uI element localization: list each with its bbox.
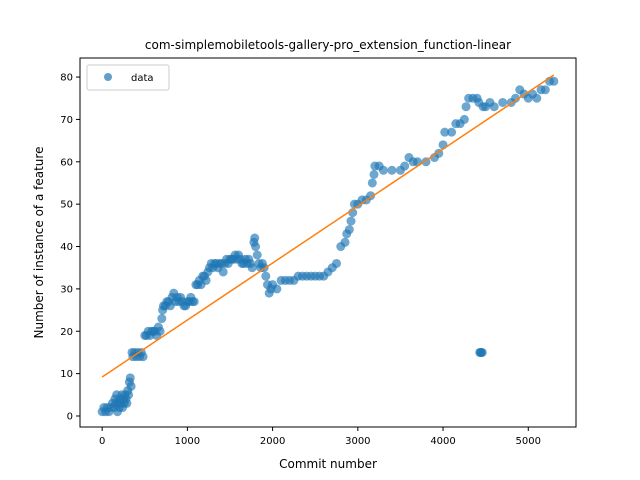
y-axis-label: Number of instance of a feature bbox=[32, 147, 46, 339]
data-point bbox=[189, 297, 199, 307]
y-tick-label: 40 bbox=[60, 242, 73, 253]
x-tick-label: 1000 bbox=[175, 436, 200, 447]
y-tick-label: 10 bbox=[60, 369, 73, 380]
data-point bbox=[447, 127, 457, 137]
data-point bbox=[440, 127, 450, 137]
fit-line bbox=[101, 74, 555, 378]
data-point bbox=[272, 284, 282, 294]
data-point bbox=[155, 326, 165, 336]
y-tick-label: 20 bbox=[60, 327, 73, 338]
data-point bbox=[461, 102, 471, 112]
data-point bbox=[340, 237, 350, 247]
x-tick-label: 0 bbox=[99, 436, 105, 447]
legend-box bbox=[86, 64, 170, 91]
data-point bbox=[459, 114, 469, 124]
data-point bbox=[510, 93, 520, 103]
x-axis-label: Commit number bbox=[279, 457, 377, 471]
data-point bbox=[126, 381, 136, 391]
y-tick-label: 80 bbox=[60, 73, 73, 84]
data-point bbox=[549, 76, 559, 86]
legend-label-data: data bbox=[131, 73, 154, 84]
y-tick-label: 60 bbox=[60, 157, 73, 168]
data-point bbox=[369, 170, 379, 179]
chart-title: com-simplemobiletools-gallery-pro_extens… bbox=[145, 38, 511, 52]
data-point bbox=[252, 250, 262, 260]
y-axis-ticks: 0 10 20 30 40 50 60 70 80 bbox=[60, 73, 80, 422]
data-point bbox=[367, 178, 377, 188]
x-tick-label: 2000 bbox=[260, 436, 285, 447]
data-point bbox=[122, 398, 132, 408]
data-point bbox=[412, 157, 422, 167]
x-tick-label: 4000 bbox=[430, 436, 455, 447]
data-point bbox=[438, 140, 448, 150]
data-point bbox=[489, 102, 499, 112]
y-tick-label: 0 bbox=[67, 411, 73, 422]
data-point bbox=[251, 242, 261, 252]
data-point bbox=[540, 85, 550, 95]
y-tick-label: 30 bbox=[60, 284, 73, 295]
data-point bbox=[532, 93, 542, 103]
y-tick-label: 50 bbox=[60, 200, 73, 211]
data-point bbox=[201, 275, 211, 285]
data-point bbox=[138, 352, 148, 362]
y-tick-label: 70 bbox=[60, 115, 73, 126]
data-point bbox=[387, 165, 397, 175]
data-point bbox=[250, 233, 260, 243]
data-points bbox=[97, 76, 559, 417]
x-tick-label: 3000 bbox=[345, 436, 370, 447]
data-point bbox=[247, 263, 257, 273]
x-axis-ticks: 0 1000 2000 3000 4000 5000 bbox=[99, 427, 541, 447]
data-point bbox=[400, 161, 410, 171]
data-point bbox=[378, 165, 388, 175]
fit-line-layer bbox=[101, 74, 555, 378]
data-point bbox=[477, 347, 487, 357]
data-point bbox=[366, 191, 376, 201]
data-point bbox=[124, 390, 134, 400]
data-point bbox=[125, 373, 135, 383]
data-point bbox=[157, 314, 167, 324]
data-point bbox=[261, 271, 271, 281]
data-point bbox=[498, 97, 508, 107]
data-point bbox=[332, 258, 342, 268]
x-tick-label: 5000 bbox=[516, 436, 541, 447]
plot-frame bbox=[79, 57, 577, 428]
legend-marker-data bbox=[104, 73, 112, 81]
data-point bbox=[218, 267, 228, 277]
data-point bbox=[344, 225, 354, 235]
legend: data bbox=[86, 64, 170, 91]
data-point bbox=[346, 216, 356, 226]
